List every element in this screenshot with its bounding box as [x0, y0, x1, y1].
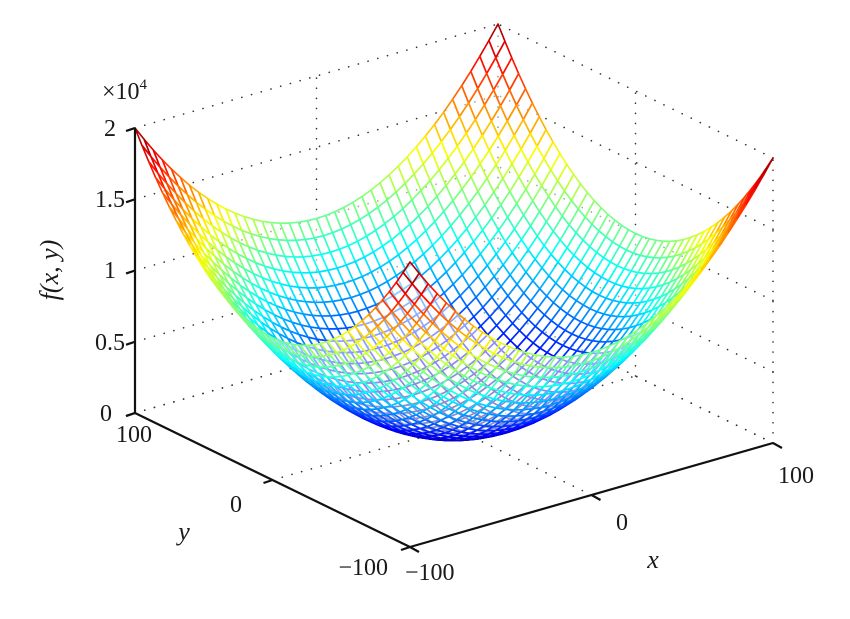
surface-mesh: [134, 23, 774, 442]
x-tick-label: 100: [778, 463, 814, 489]
z-tick-label: 0.5: [95, 330, 125, 356]
tick-marks: [125, 126, 783, 553]
tick-mark: [125, 340, 136, 346]
y-tick-label: −100: [338, 555, 388, 581]
grid-line: [497, 23, 774, 159]
tick-mark: [409, 546, 420, 553]
z-tick-label: 1: [104, 258, 116, 284]
y-axis-label: y: [175, 517, 190, 546]
z-axis-label: f(x, y): [35, 240, 64, 301]
z-tick-label: 2: [104, 116, 116, 142]
tick-mark: [772, 442, 783, 449]
grid-line: [497, 165, 774, 302]
tick-mark: [590, 494, 602, 501]
tick-mark: [263, 478, 273, 485]
y-tick-label: 0: [230, 492, 242, 518]
tick-mark: [400, 545, 411, 552]
z-tick-label: 1.5: [95, 187, 125, 213]
x-tick-label: −100: [405, 560, 455, 586]
axes: [125, 126, 783, 553]
z-tick-label: 0: [100, 401, 112, 427]
x-axis-label: x: [646, 545, 659, 574]
x-tick-label: 0: [616, 510, 628, 536]
tick-mark: [125, 269, 136, 275]
tick-mark: [125, 198, 136, 204]
tick-mark: [125, 126, 136, 133]
tick-mark: [125, 411, 136, 418]
z-multiplier-label: ×104: [102, 77, 148, 105]
grid-line: [315, 360, 593, 496]
y-tick-label: 100: [116, 422, 152, 448]
grid-line: [497, 94, 774, 231]
grid-line: [497, 236, 774, 373]
grid-line: [497, 308, 774, 444]
